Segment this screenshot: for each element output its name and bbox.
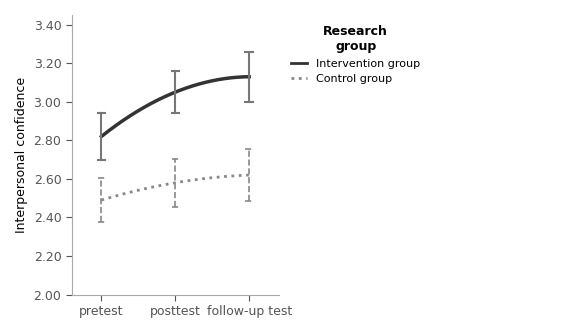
- Legend: Intervention group, Control group: Intervention group, Control group: [286, 21, 425, 89]
- Y-axis label: Interpersonal confidence: Interpersonal confidence: [15, 77, 28, 233]
